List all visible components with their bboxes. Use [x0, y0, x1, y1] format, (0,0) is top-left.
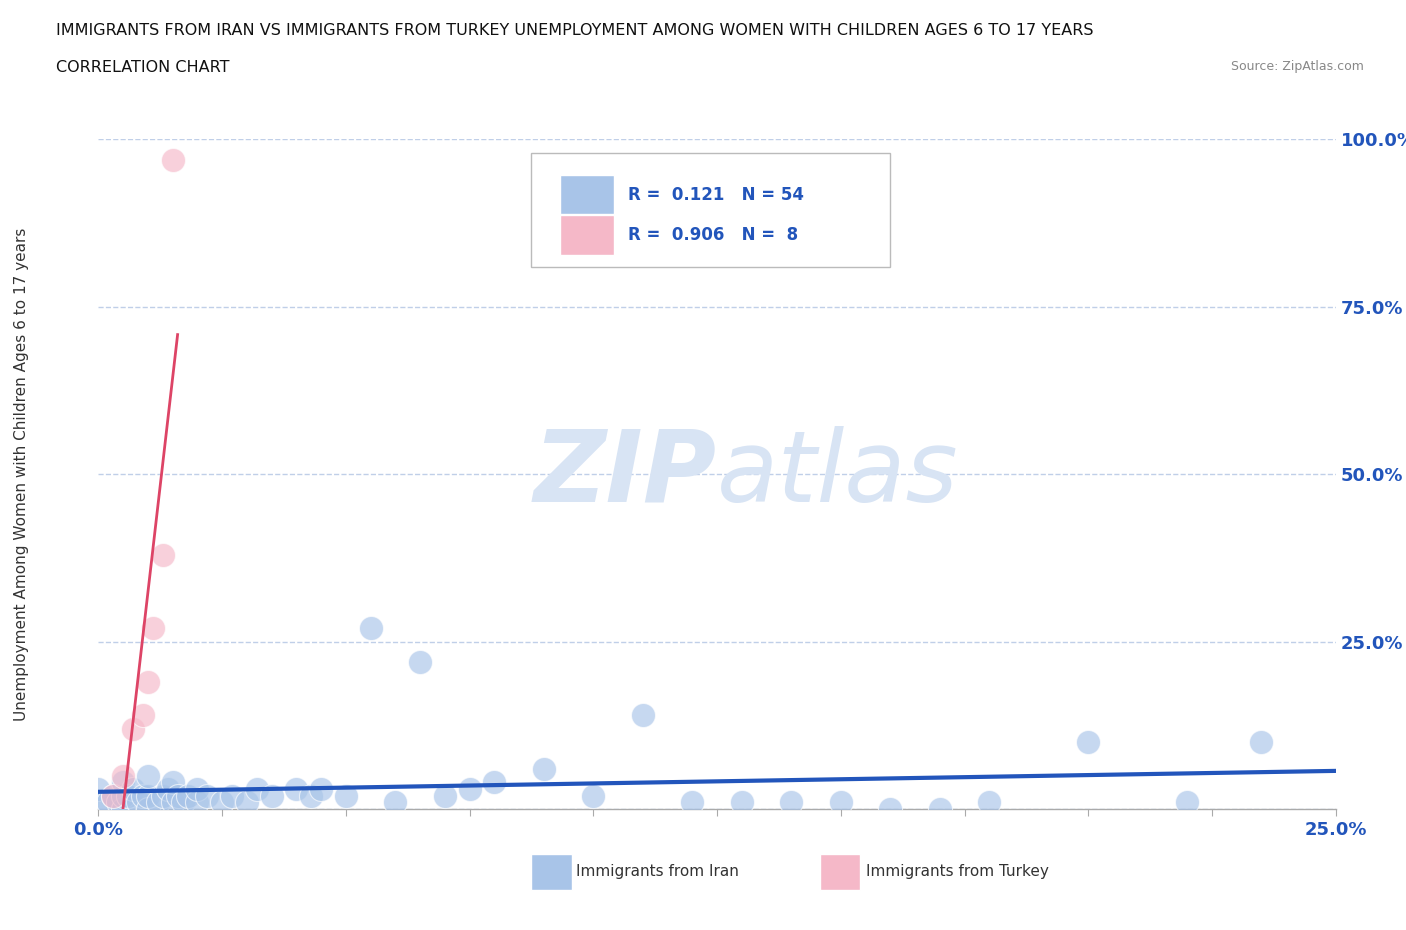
Point	[631, 708, 654, 723]
Point	[681, 795, 703, 810]
Point	[533, 762, 555, 777]
Point	[136, 674, 159, 689]
Point	[172, 795, 194, 810]
Text: IMMIGRANTS FROM IRAN VS IMMIGRANTS FROM TURKEY UNEMPLOYMENT AMONG WOMEN WITH CHI: IMMIGRANTS FROM IRAN VS IMMIGRANTS FROM …	[56, 23, 1094, 38]
Point	[1175, 795, 1198, 810]
Point	[360, 621, 382, 636]
Point	[142, 621, 165, 636]
Text: Unemployment Among Women with Children Ages 6 to 17 years: Unemployment Among Women with Children A…	[14, 228, 28, 721]
Point	[433, 789, 456, 804]
Text: R =  0.906   N =  8: R = 0.906 N = 8	[628, 226, 799, 244]
Text: CORRELATION CHART: CORRELATION CHART	[56, 60, 229, 75]
Point	[136, 768, 159, 783]
Point	[484, 775, 506, 790]
Point	[103, 789, 125, 804]
Point	[384, 795, 406, 810]
Point	[780, 795, 803, 810]
Point	[162, 795, 184, 810]
Point	[112, 789, 135, 804]
Point	[166, 789, 188, 804]
Point	[112, 775, 135, 790]
Point	[122, 781, 145, 796]
Point	[582, 789, 605, 804]
Text: Immigrants from Turkey: Immigrants from Turkey	[866, 864, 1049, 880]
Text: atlas: atlas	[717, 426, 959, 523]
Point	[136, 789, 159, 804]
Point	[458, 781, 481, 796]
Point	[103, 789, 125, 804]
Point	[97, 795, 120, 810]
Point	[152, 789, 174, 804]
Point	[186, 795, 208, 810]
Point	[112, 768, 135, 783]
Point	[176, 789, 198, 804]
Point	[195, 789, 218, 804]
Point	[156, 781, 179, 796]
Point	[260, 789, 283, 804]
Point	[87, 781, 110, 796]
Point	[928, 802, 950, 817]
Point	[299, 789, 322, 804]
Point	[221, 789, 243, 804]
Point	[112, 802, 135, 817]
Point	[107, 795, 129, 810]
FancyBboxPatch shape	[560, 175, 614, 215]
Point	[285, 781, 308, 796]
Point	[87, 795, 110, 810]
Text: R =  0.121   N = 54: R = 0.121 N = 54	[628, 186, 804, 204]
Point	[979, 795, 1001, 810]
Point	[1077, 735, 1099, 750]
Point	[117, 789, 139, 804]
Point	[236, 795, 259, 810]
Point	[127, 795, 149, 810]
Point	[335, 789, 357, 804]
Point	[132, 708, 155, 723]
Point	[246, 781, 269, 796]
Text: Immigrants from Iran: Immigrants from Iran	[576, 864, 740, 880]
Point	[152, 547, 174, 562]
Point	[146, 795, 169, 810]
Point	[409, 655, 432, 670]
Point	[309, 781, 332, 796]
Point	[186, 781, 208, 796]
Point	[1250, 735, 1272, 750]
Point	[879, 802, 901, 817]
Point	[211, 795, 233, 810]
Point	[162, 775, 184, 790]
Point	[162, 153, 184, 167]
Text: Source: ZipAtlas.com: Source: ZipAtlas.com	[1230, 60, 1364, 73]
Point	[731, 795, 754, 810]
Point	[132, 789, 155, 804]
FancyBboxPatch shape	[531, 153, 890, 267]
FancyBboxPatch shape	[560, 215, 614, 255]
Point	[136, 802, 159, 817]
Point	[122, 722, 145, 737]
Point	[830, 795, 852, 810]
Text: ZIP: ZIP	[534, 426, 717, 523]
